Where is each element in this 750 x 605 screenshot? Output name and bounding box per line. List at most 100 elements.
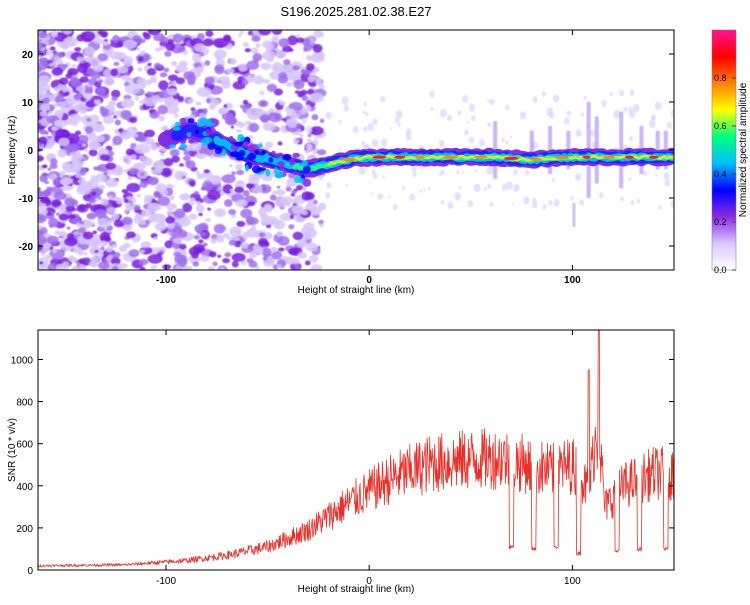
spectrogram-noise-blob [93,99,101,105]
spectrogram-noise-blob [458,185,462,190]
spectrogram-noise-blob [165,41,176,52]
spectrogram-noise-blob [68,113,83,123]
spectrogram-noise-blob [271,250,283,260]
spectrogram-noise-blob [110,68,119,77]
spectrogram-noise-blob [160,167,173,178]
spectrogram-noise-blob [88,149,98,157]
spectrogram-noise-blob [226,68,235,74]
spectrogram-ridge-blob [205,128,211,137]
spectrogram-y-tick-label: 0 [27,146,33,157]
spectrogram-noise-blob [158,115,165,122]
spectrogram-noise-blob [279,213,293,222]
spectrogram-noise-blob [94,135,106,143]
figure-title: S196.2025.281.02.38.E27 [280,4,431,19]
spectrogram-noise-blob [273,220,286,230]
spectrogram-noise-blob [94,250,99,254]
spectrogram-noise-blob [146,91,153,97]
spectrogram-noise-blob [95,173,107,183]
spectrogram-noise-blob [532,197,537,204]
spectrogram-noise-blob [62,64,68,68]
spectrogram-noise-blob [278,38,290,48]
spectrogram-noise-blob [64,91,70,96]
spectrogram-hotspot [474,155,488,159]
spectrogram-noise-blob [245,228,259,238]
spectrogram-noise-blob [165,216,176,224]
spectrogram-noise-blob [255,43,261,48]
spectrogram-noise-blob [236,169,245,176]
spectrogram-noise-blob [97,217,111,228]
spectrogram-noise-blob [258,232,266,238]
spectrogram-noise-blob [188,213,198,220]
colorbar-tick-label: 0.8 [714,73,727,83]
spectrogram-noise-blob [167,74,179,82]
spectrogram-noise-blob [242,99,249,105]
spectrogram-noise-blob [248,122,260,133]
colorbar-tick-label: 0.2 [714,217,727,227]
spectrogram-noise-blob [295,37,305,44]
spectrogram-noise-blob [579,199,585,206]
spectrogram-noise-blob [38,83,51,93]
spectrogram-noise-blob [313,200,318,205]
spectrogram-noise-blob [155,183,167,193]
spectrogram-noise-blob [42,97,51,105]
spectrogram-noise-blob [97,65,103,70]
spectrogram-ridge-blob [257,143,263,149]
spectrogram-streak [655,130,660,170]
spectrogram-noise-blob [147,216,156,223]
spectrogram-noise-blob [107,194,114,200]
spectrogram-noise-blob [439,108,447,118]
spectrogram-noise-blob [430,106,434,111]
spectrogram-noise-blob [111,96,118,101]
spectrogram-noise-blob [308,254,319,263]
spectrogram-noise-blob [228,239,237,246]
spectrogram-noise-blob [110,39,124,48]
spectrogram-noise-blob [59,203,68,210]
spectrogram-noise-blob [157,64,163,69]
spectrogram-noise-blob [303,44,313,52]
spectrogram-noise-blob [285,82,293,87]
spectrogram-noise-blob [77,204,87,211]
spectrogram-noise-blob [237,121,246,128]
spectrogram-noise-blob [157,30,162,33]
spectrogram-noise-blob [311,113,319,121]
spectrogram-noise-blob [51,199,62,208]
spectrogram-noise-blob [103,171,108,176]
spectrogram-noise-blob [137,56,145,62]
spectrogram-ridge-blob [271,150,276,156]
spectrogram-noise-blob [84,148,89,152]
spectrogram-noise-blob [272,190,279,195]
spectrogram-noise-blob [260,114,270,123]
spectrogram-noise-blob [276,185,281,189]
spectrogram-noise-blob [192,261,200,267]
spectrogram-noise-blob [38,155,44,162]
spectrogram-noise-blob [90,191,97,196]
spectrogram-noise-blob [202,108,208,114]
spectrogram-noise-blob [501,137,505,143]
spectrogram-noise-blob [189,180,196,187]
spectrogram-noise-blob [438,139,445,148]
spectrogram-noise-blob [484,186,487,191]
spectrogram-streak [572,202,576,227]
spectrogram-noise-blob [54,230,61,235]
spectrogram-noise-blob [112,265,119,270]
spectrogram-noise-blob [198,212,203,217]
spectrogram-hotspot [582,155,591,159]
spectrogram-noise-blob [112,165,124,176]
spectrogram-noise-blob [338,119,342,124]
spectrogram-noise-blob [139,180,148,189]
spectrogram-hotspot [602,155,615,159]
spectrogram-noise-blob [74,47,82,52]
spectrogram-noise-blob [154,222,167,231]
spectrogram-noise-blob [173,238,182,244]
spectrogram-noise-blob [440,169,445,175]
spectrogram-noise-blob [318,219,324,225]
spectrogram-noise-blob [147,202,161,212]
spectrogram-noise-blob [120,110,132,120]
spectrogram-noise-blob [110,257,121,266]
snr-panel: -100 0 100 0 200 400 600 800 1000 Height of str… [7,329,675,595]
spectrogram-noise-blob [609,91,614,97]
spectrogram-ridge [158,117,674,187]
spectrogram-noise-blob [246,60,260,70]
spectrogram-noise-blob [78,220,85,225]
spectrogram-noise-blob [39,174,49,183]
